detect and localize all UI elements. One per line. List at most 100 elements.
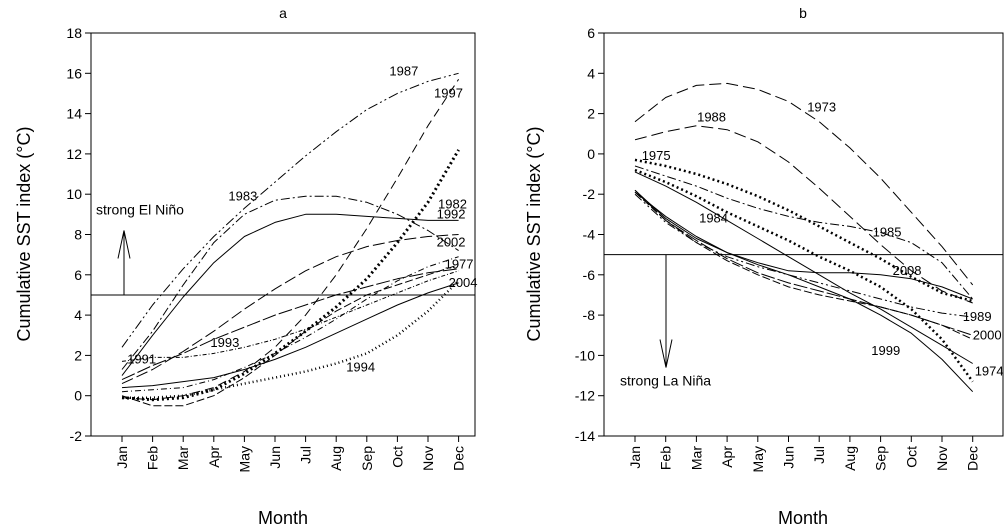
- y-tick-label: -12: [575, 388, 595, 404]
- series-label-2008: 2008: [893, 263, 922, 278]
- series-label-1997: 1997: [434, 86, 463, 101]
- series-label-1975: 1975: [642, 148, 671, 163]
- y-tick-label: 12: [66, 146, 82, 162]
- y-tick-label: 6: [74, 267, 82, 283]
- series-line-1999: [634, 189, 974, 393]
- x-tick-label: Mar: [175, 446, 191, 470]
- x-tick-label: Sep: [359, 446, 375, 471]
- series-line: [121, 264, 459, 407]
- series-label-1973: 1973: [807, 100, 836, 115]
- y-axis-title-a: Cumulative SST index (°C): [14, 127, 34, 342]
- series-label-1985: 1985: [873, 224, 902, 239]
- series-line-1985: [634, 165, 974, 300]
- x-axis-title-a: Month: [258, 508, 308, 528]
- series-layer-a: [121, 72, 460, 407]
- series-line: [634, 191, 973, 340]
- y-tick-label: 2: [587, 106, 595, 122]
- series-label-1991: 1991: [127, 351, 156, 366]
- chart-panel-a: a Month Cumulative SST index (°C) -2 0 2 4 6…: [14, 5, 478, 528]
- x-tick-label: Aug: [842, 446, 858, 471]
- y-tick-label: 0: [74, 388, 82, 404]
- x-tick-label: Aug: [328, 446, 344, 471]
- series-line-1993: [121, 268, 459, 381]
- series-label-1974: 1974: [975, 363, 1004, 378]
- y-tick-label: 0: [587, 146, 595, 162]
- y-tick-label: -2: [583, 186, 596, 202]
- series-label-1982: 1982: [438, 196, 467, 211]
- series-label-2004: 2004: [449, 275, 478, 290]
- y-tick-label: -8: [583, 307, 596, 323]
- y-axis-b: -14 -12 -10 -8 -6 -4 -2 0 2 4 6: [575, 25, 604, 444]
- series-label-1999: 1999: [871, 343, 900, 358]
- series-label-1984: 1984: [699, 210, 728, 225]
- x-tick-label: Apr: [719, 446, 735, 468]
- x-tick-label: Dec: [965, 446, 981, 471]
- arrow-down-icon: [659, 339, 673, 368]
- y-axis-title-b: Cumulative SST index (°C): [524, 127, 544, 342]
- series-line-1982: [121, 149, 460, 402]
- annotation-text-b: strong La Niña: [620, 372, 711, 388]
- annotation-text-a: strong El Niño: [96, 201, 184, 217]
- y-tick-label: -2: [70, 428, 83, 444]
- y-tick-label: 10: [66, 186, 82, 202]
- y-axis-a: -2 0 2 4 6 8 10 12 14 16 18: [66, 25, 91, 444]
- series-label-2000: 2000: [973, 327, 1002, 342]
- series-line-1992: [121, 213, 459, 376]
- y-tick-label: -14: [575, 428, 595, 444]
- x-tick-label: Nov: [934, 446, 950, 471]
- y-tick-label: 8: [74, 227, 82, 243]
- series-line-2004: [121, 282, 459, 389]
- y-tick-label: 4: [74, 307, 82, 323]
- series-label-1987: 1987: [389, 63, 418, 78]
- series-line-2000: [634, 189, 973, 336]
- x-tick-label: Apr: [206, 446, 222, 468]
- series-label-1977: 1977: [445, 257, 474, 272]
- series-line-1974: [634, 171, 973, 364]
- series-label-1993: 1993: [210, 335, 239, 350]
- x-axis-a: Jan Feb Mar Apr May Jun Jul Aug Sep Oct Nov Dec: [114, 436, 467, 472]
- x-tick-label: Jun: [781, 446, 797, 469]
- year-labels-a: 1987 1997 1982 1983 1992 2002 1977 1993 1991 2004…: [127, 63, 477, 374]
- x-tick-label: Jan: [114, 446, 130, 469]
- y-tick-label: 16: [66, 65, 82, 81]
- x-tick-label: Oct: [389, 446, 405, 468]
- series-label-1992: 1992: [437, 206, 466, 221]
- series-line-1994: [122, 279, 460, 399]
- annotation-a: strong El Niño: [96, 201, 184, 295]
- x-tick-label: Jan: [627, 446, 643, 469]
- series-label-1994: 1994: [346, 359, 375, 374]
- x-axis-title-b: Month: [778, 508, 828, 528]
- series-line-1989: [634, 193, 973, 318]
- year-labels-b: 1973 1988 1975 1984 1985 2008 1989 2000 1974 1999: [642, 100, 1004, 379]
- y-tick-label: 4: [587, 65, 595, 81]
- y-tick-label: -6: [583, 267, 596, 283]
- x-tick-label: Feb: [145, 446, 161, 470]
- y-tick-label: 6: [587, 25, 595, 41]
- series-line-1983: [121, 195, 459, 370]
- series-label-2002: 2002: [437, 235, 466, 250]
- y-tick-label: -4: [583, 227, 596, 243]
- series-line-2002: [121, 234, 459, 385]
- x-tick-label: Mar: [688, 446, 704, 470]
- x-tick-label: Feb: [658, 446, 674, 470]
- series-line-1984: [634, 168, 974, 383]
- x-tick-label: May: [750, 446, 766, 472]
- series-line-1975: [634, 158, 974, 303]
- x-tick-label: Oct: [903, 446, 919, 468]
- x-tick-label: Jun: [267, 446, 283, 469]
- panel-title-a: a: [279, 5, 287, 21]
- y-tick-label: 18: [66, 25, 82, 41]
- series-label-1989: 1989: [963, 309, 992, 324]
- x-axis-b: Jan Feb Mar Apr May Jun Jul Aug Sep Oct Nov Dec: [627, 436, 981, 472]
- series-line-1977: [121, 256, 459, 393]
- series-line-1973: [634, 82, 974, 286]
- arrow-up-icon: [117, 230, 131, 259]
- series-line-2008: [634, 191, 973, 300]
- x-tick-label: Jul: [298, 446, 314, 464]
- plot-frame-a: [90, 32, 476, 437]
- series-label-1988: 1988: [697, 110, 726, 125]
- chart-panel-b: b Month Cumulative SST index (°C) -14 -12…: [524, 5, 1004, 528]
- panel-title-b: b: [799, 5, 807, 21]
- series-line-1988: [634, 125, 973, 304]
